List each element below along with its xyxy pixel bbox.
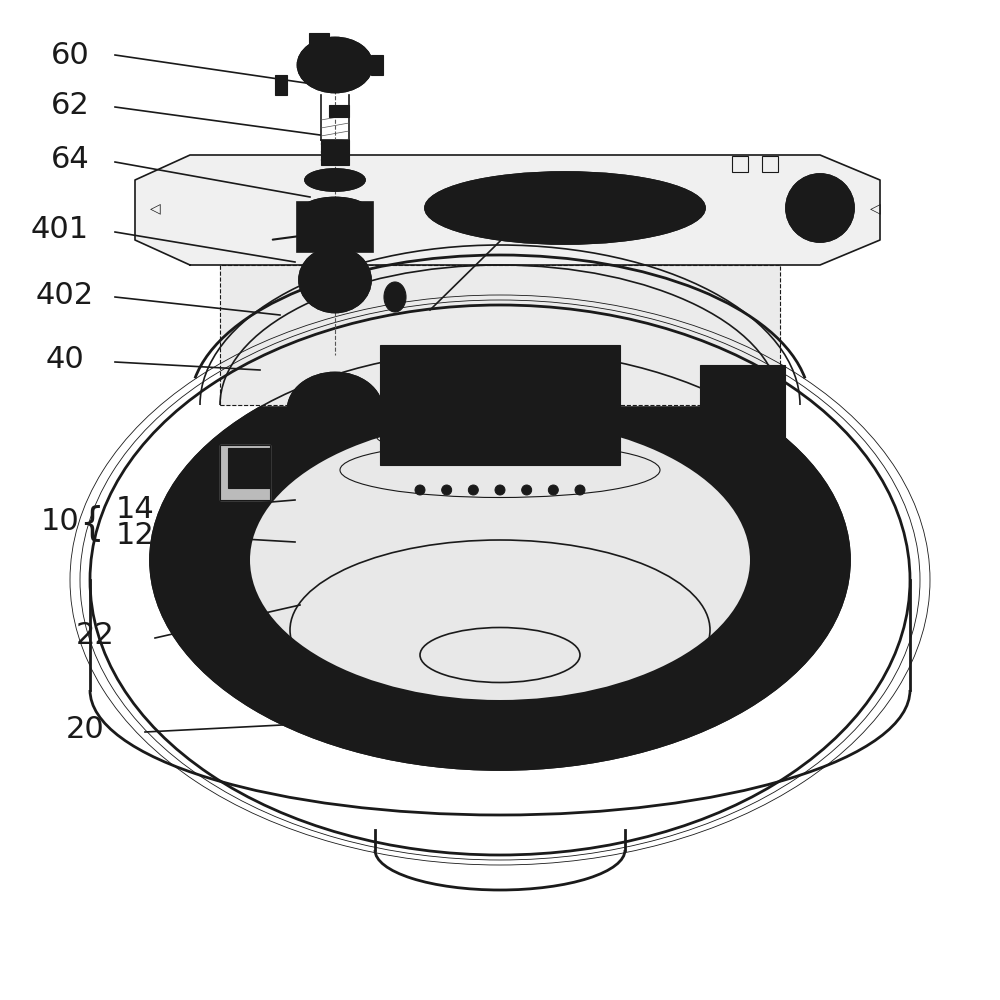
Text: 402: 402 — [36, 280, 94, 310]
Text: {: { — [80, 504, 104, 542]
Text: ◁: ◁ — [870, 201, 880, 215]
Ellipse shape — [580, 432, 596, 448]
Text: 22: 22 — [76, 620, 114, 650]
Ellipse shape — [400, 432, 416, 448]
Ellipse shape — [714, 412, 770, 468]
Bar — [732, 156, 748, 172]
Ellipse shape — [425, 172, 705, 244]
Polygon shape — [135, 155, 880, 265]
Text: ◁: ◁ — [150, 201, 160, 215]
Bar — [371, 55, 383, 75]
Text: OPEN: OPEN — [328, 51, 342, 56]
Ellipse shape — [250, 420, 750, 700]
Ellipse shape — [311, 260, 359, 300]
Bar — [275, 75, 287, 95]
Text: 62: 62 — [51, 91, 89, 119]
Ellipse shape — [316, 50, 354, 80]
Ellipse shape — [272, 422, 288, 438]
Ellipse shape — [298, 37, 372, 93]
Ellipse shape — [575, 485, 585, 495]
Bar — [309, 33, 329, 45]
Text: 406: 406 — [491, 176, 549, 205]
Text: WIRELESS SENSOR: WIRELESS SENSOR — [539, 211, 591, 216]
Text: 12: 12 — [116, 520, 154, 550]
Text: 14: 14 — [116, 495, 154, 524]
Text: 64: 64 — [51, 145, 89, 174]
Ellipse shape — [548, 485, 558, 495]
Bar — [700, 365, 785, 465]
Ellipse shape — [468, 485, 478, 495]
Ellipse shape — [288, 372, 382, 448]
Polygon shape — [220, 445, 270, 500]
Polygon shape — [220, 265, 780, 405]
Ellipse shape — [310, 390, 360, 430]
Ellipse shape — [440, 372, 560, 438]
Bar — [297, 202, 373, 252]
Ellipse shape — [150, 350, 850, 770]
Ellipse shape — [495, 485, 505, 495]
Text: 20: 20 — [66, 716, 104, 744]
Bar — [762, 156, 778, 172]
Bar — [321, 140, 349, 165]
Ellipse shape — [302, 198, 368, 223]
Ellipse shape — [299, 247, 371, 312]
Text: 60: 60 — [51, 40, 89, 70]
Bar — [228, 448, 270, 488]
Text: 10: 10 — [41, 508, 79, 536]
Ellipse shape — [786, 174, 854, 242]
Bar — [329, 105, 349, 117]
Text: 401: 401 — [31, 216, 89, 244]
Ellipse shape — [442, 485, 452, 495]
Bar — [380, 345, 620, 465]
Ellipse shape — [522, 485, 532, 495]
Text: 40: 40 — [46, 346, 84, 374]
Ellipse shape — [384, 282, 406, 312]
Ellipse shape — [415, 485, 425, 495]
Ellipse shape — [305, 169, 365, 191]
Text: QUICK: QUICK — [326, 78, 344, 83]
